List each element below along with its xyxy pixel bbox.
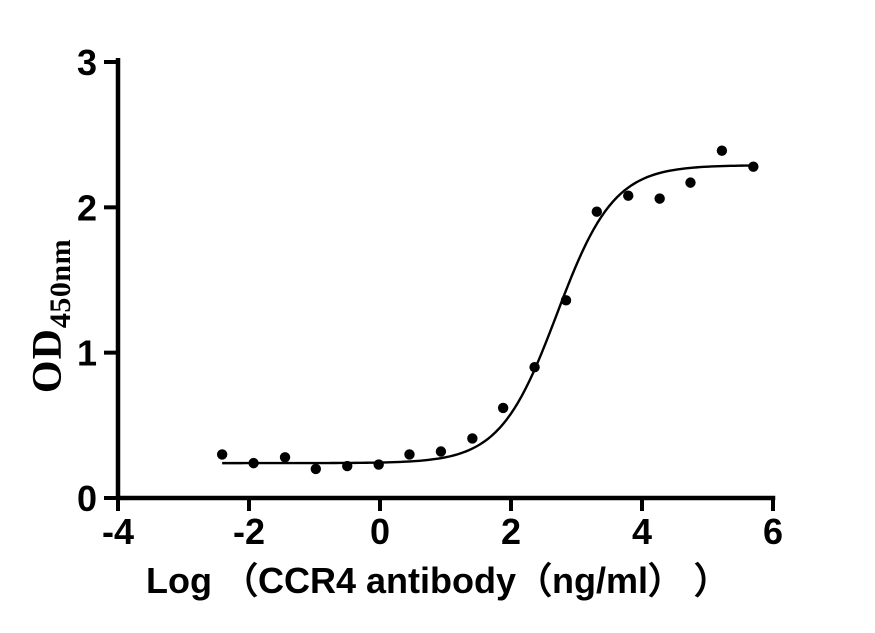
fit-curve [222, 164, 754, 465]
y-axis-title: OD450nm [20, 196, 77, 436]
data-point [404, 449, 415, 460]
x-tick-label: -4 [102, 511, 134, 552]
data-point [623, 190, 634, 201]
data-point [748, 161, 759, 172]
x-axis-title: Log （CCR4 antibody（ng/ml） ） [146, 560, 730, 601]
data-point [497, 402, 509, 414]
data-point [654, 193, 665, 204]
data-point [342, 460, 353, 472]
data-point [435, 446, 447, 457]
data-point [279, 452, 291, 463]
data-point [467, 433, 478, 444]
x-tick-label: -2 [233, 511, 265, 552]
data-point [685, 177, 696, 188]
x-tick-label: 4 [632, 511, 652, 552]
y-tick-label: 3 [77, 42, 97, 83]
data-point [716, 145, 728, 156]
x-tick-label: 2 [501, 511, 521, 552]
y-axis-title-main: OD [25, 328, 71, 394]
data-point [373, 459, 384, 470]
data-point [529, 362, 540, 373]
data-point [560, 295, 572, 306]
data-point [310, 463, 322, 475]
data-point [216, 449, 228, 460]
y-tick-label: 2 [77, 187, 97, 228]
y-axis-title-subscript: 450nm [44, 238, 77, 329]
y-tick-label: 0 [77, 478, 97, 519]
data-point [591, 206, 603, 217]
x-tick-label: 6 [763, 511, 783, 552]
data-point [248, 457, 259, 469]
y-tick-label: 1 [77, 333, 97, 374]
x-tick-label: 0 [370, 511, 390, 552]
